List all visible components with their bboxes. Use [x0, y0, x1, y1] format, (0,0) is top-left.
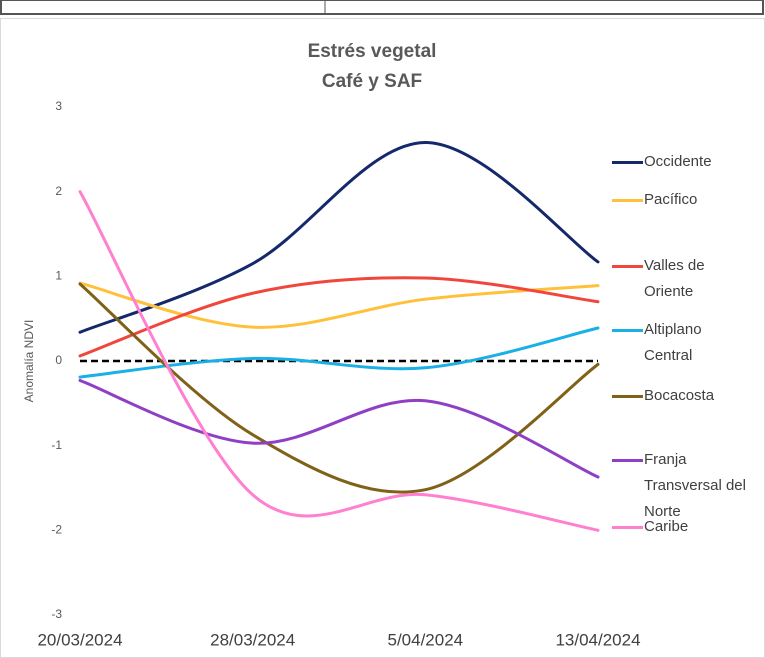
legend-swatch [612, 459, 643, 462]
chart-title: Estrés vegetal [308, 41, 437, 62]
legend-label: Bocacosta [644, 387, 715, 404]
legend-label: Altiplano Central [644, 321, 702, 364]
series-line [78, 190, 600, 532]
legend-item: Occidente [612, 149, 752, 175]
series-line [78, 326, 600, 379]
legend-item: Altiplano Central [612, 317, 752, 369]
top-bar [0, 0, 764, 15]
legend-swatch [612, 329, 643, 332]
legend-label: Valles de Oriente [644, 257, 705, 300]
legend-item: Franja Transversal del Norte [612, 447, 752, 525]
legend-label: Franja Transversal del Norte [644, 451, 746, 520]
legend-item: Bocacosta [612, 383, 752, 409]
y-tick-label: -3 [51, 607, 62, 621]
series-line [78, 282, 600, 494]
legend-item: Caribe [612, 514, 752, 540]
y-tick-label: 1 [55, 269, 62, 283]
legend-swatch [612, 265, 643, 268]
series-line [78, 281, 600, 329]
legend-label: Caribe [644, 518, 689, 535]
series-line [78, 141, 600, 334]
legend-swatch [612, 395, 643, 398]
series-line [78, 276, 600, 358]
y-tick-label: 2 [55, 184, 62, 198]
legend-swatch [612, 199, 643, 202]
x-tick-label: 5/04/2024 [388, 630, 464, 649]
series-line [78, 378, 600, 479]
chart-subtitle: Café y SAF [322, 71, 422, 92]
legend-label: Pacífico [644, 191, 698, 208]
y-tick-label: -1 [51, 438, 62, 452]
y-axis-label: Anomalía NDVI [22, 320, 36, 403]
y-tick-label: -2 [51, 523, 62, 537]
legend-swatch [612, 526, 643, 529]
x-tick-label: 20/03/2024 [37, 630, 122, 649]
legend-item: Valles de Oriente [612, 253, 752, 305]
legend-label: Occidente [644, 153, 712, 170]
legend-swatch [612, 161, 643, 164]
y-tick-label: 3 [55, 99, 62, 113]
y-tick-label: 0 [55, 353, 62, 367]
x-tick-label: 13/04/2024 [555, 630, 640, 649]
x-tick-label: 28/03/2024 [210, 630, 295, 649]
legend-item: Pacífico [612, 187, 752, 213]
